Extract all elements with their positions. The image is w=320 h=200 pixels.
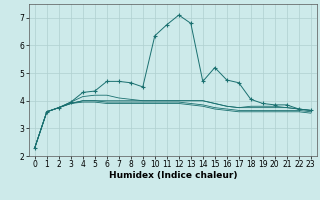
- X-axis label: Humidex (Indice chaleur): Humidex (Indice chaleur): [108, 171, 237, 180]
